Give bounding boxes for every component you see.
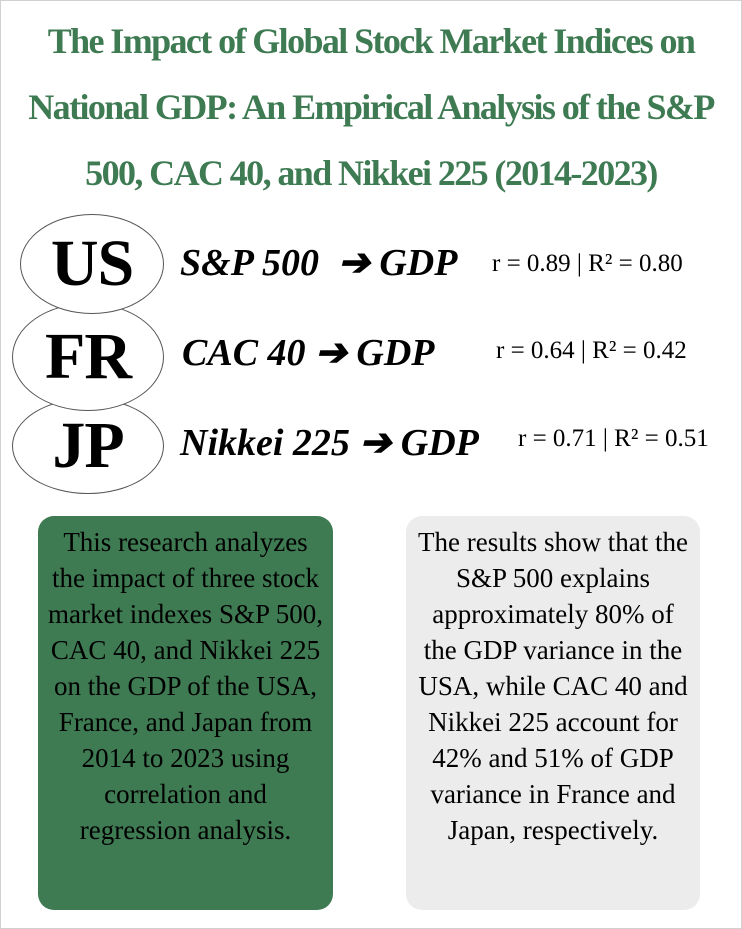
summary-box: This research analyzes the impact of thr… [38, 516, 333, 910]
country-badge-us: US [20, 214, 164, 314]
country-code-fr: FR [45, 320, 132, 393]
page-title: The Impact of Global Stock Market Indice… [28, 21, 715, 193]
country-badge-fr: FR [12, 303, 164, 411]
country-code-jp: JP [52, 409, 124, 482]
stat-jp: r = 0.71 | R² = 0.51 [518, 425, 709, 452]
country-badge-jp: JP [12, 398, 164, 494]
stat-us: r = 0.89 | R² = 0.80 [492, 250, 683, 277]
relation-fr: CAC 40 ➔ GDP [182, 332, 435, 374]
relation-us: S&P 500 ➔ GDP [180, 242, 458, 284]
relation-jp: Nikkei 225 ➔ GDP [180, 422, 479, 464]
country-code-us: US [50, 227, 134, 300]
stat-fr: r = 0.64 | R² = 0.42 [496, 337, 687, 364]
results-box: The results show that the S&P 500 explai… [406, 516, 700, 910]
